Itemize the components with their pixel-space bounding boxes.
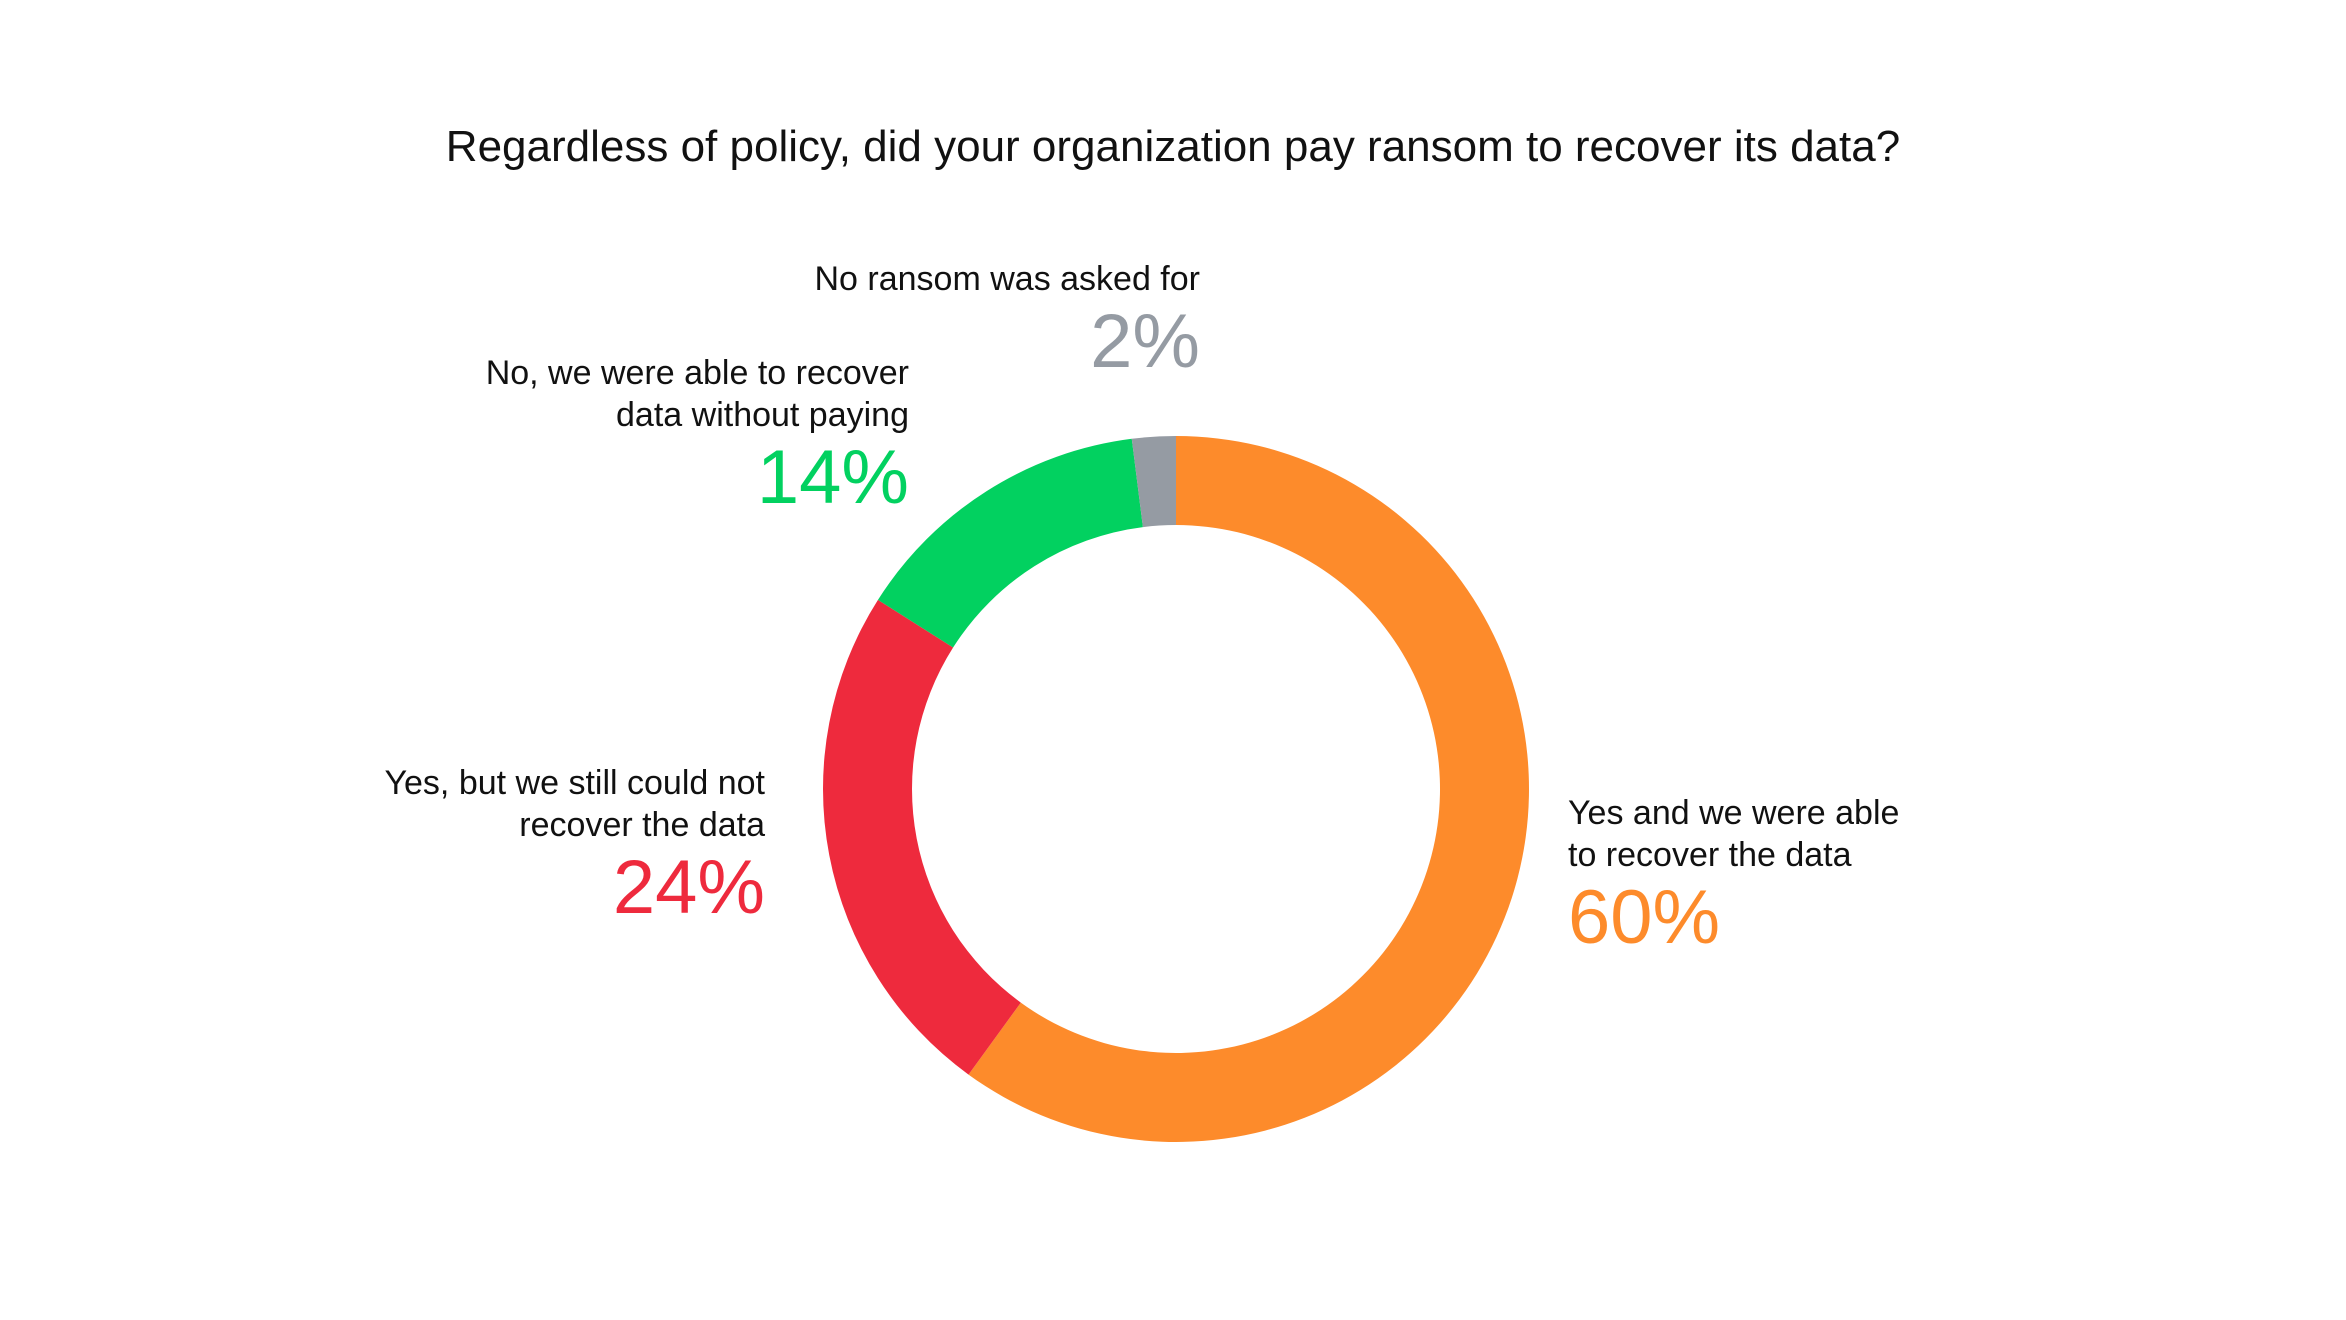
slice-no-ransom — [1131, 436, 1176, 528]
slice-value-no-ransom: 2% — [1090, 299, 1200, 384]
slice-value-yes-recovered: 60% — [1568, 875, 1721, 960]
slice-label-no-ransom: No ransom was asked for — [814, 260, 1201, 298]
slice-yes-not-recovered — [822, 599, 1021, 1075]
label-block-yes-not-recovered: Yes, but we still could not recover the … — [384, 762, 765, 930]
slice-value-yes-not-recovered: 24% — [612, 845, 765, 930]
slice-label-no-recovered-line1: No, we were able to recover — [485, 354, 909, 392]
slice-label-yes-not-recovered-line2: recover the data — [519, 806, 765, 844]
slice-label-yes-recovered-line1: Yes and we were able — [1568, 794, 1900, 832]
label-block-yes-recovered: Yes and we were able to recover the data… — [1568, 792, 1899, 960]
slice-no-recovered — [877, 438, 1143, 648]
slice-label-no-recovered-line2: data without paying — [616, 396, 909, 434]
slice-yes-recovered — [968, 436, 1529, 1143]
slice-label-yes-recovered-line2: to recover the data — [1568, 836, 1852, 874]
chart-title: Regardless of policy, did your organizat… — [445, 122, 1901, 171]
donut-slices — [822, 436, 1529, 1143]
label-block-no-recovered: No, we were able to recover data without… — [486, 352, 909, 520]
label-block-no-ransom: No ransom was asked for 2% — [815, 258, 1201, 384]
slice-value-no-recovered: 14% — [756, 435, 909, 520]
slice-label-yes-not-recovered-line1: Yes, but we still could not — [384, 764, 765, 802]
